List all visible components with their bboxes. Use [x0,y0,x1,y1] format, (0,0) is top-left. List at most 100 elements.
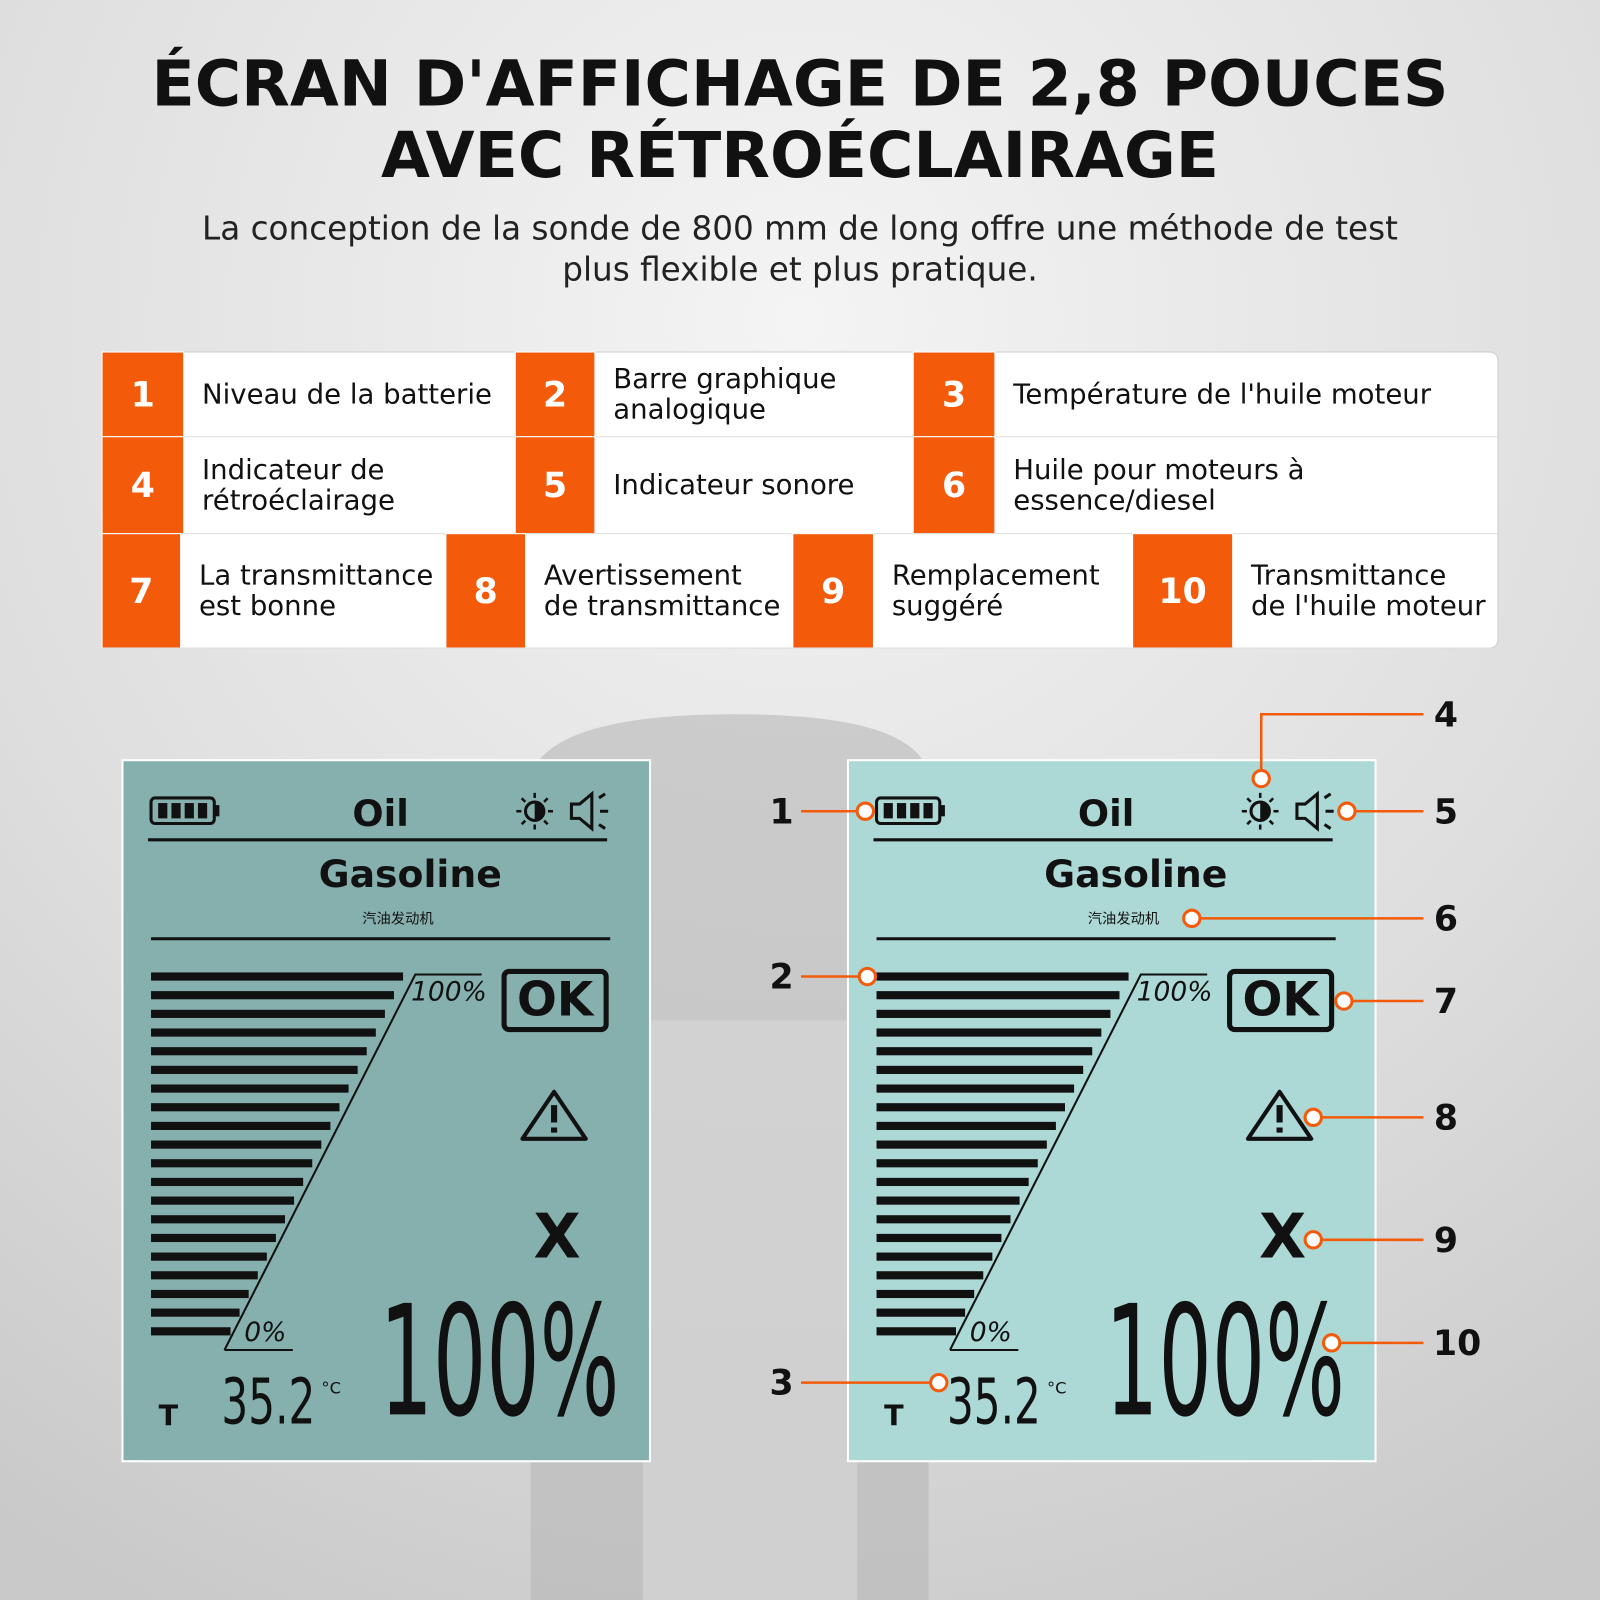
battery-cell [896,803,907,819]
legend-number-box [912,351,996,438]
callout-number: 1 [770,792,794,832]
legend-number-box [101,351,185,438]
graph-segment [151,1047,367,1056]
lcd-screen: Oil Gasoline 汽油发动机 100% 0% OK X T 35.2 °C 100% [121,759,652,1463]
legend-number-box [1132,533,1234,649]
legend-number-box [445,533,527,649]
temp-value: 35.2 [221,1365,315,1439]
callout-number: 10 [1433,1324,1481,1364]
device-screen [642,1020,858,1600]
graph-segment [876,1233,1002,1243]
callout-dot [857,966,878,987]
callout-dot [855,801,875,821]
legend-number-box [514,436,596,535]
battery-cell [923,803,933,819]
lcd-fuel: Gasoline [1044,852,1227,896]
callout-number: 3 [770,1364,794,1404]
legend-number: 10 [1159,572,1207,612]
graph-segment [151,1308,240,1317]
backlight-ray [1246,819,1252,826]
legend-number: 3 [942,375,966,415]
graph-segment [151,1028,376,1037]
legend-label: rétroéclairage [202,485,395,517]
reading: 100% [380,1273,620,1451]
graph-outline [223,973,482,1352]
temp-unit: °C [1047,1378,1067,1397]
battery-cell [197,803,208,819]
legend-label: Huile pour moteurs à [1013,454,1304,486]
callout-number: 2 [770,958,794,998]
battery-tip [214,805,220,817]
graph-segment [876,1103,1065,1112]
battery-cell [184,803,194,819]
status-box [1227,968,1335,1033]
legend-label: Niveau de la batterie [202,378,492,410]
subtitle-line: La conception de la sonde de 800 mm de l… [202,210,1398,248]
legend-label: Indicateur de [202,454,384,486]
graph-outline [949,973,1208,1352]
battery-tip [939,805,945,817]
legend-number: 6 [942,466,966,506]
graph-segment [876,991,1120,1000]
callout-line [1259,713,1424,771]
graph-segment [151,1065,358,1074]
callout-dot [1303,1230,1323,1250]
legend-number-box [101,533,182,649]
graph-segment [151,972,404,981]
graph-segment [876,1308,966,1317]
graph-segment [151,1233,276,1243]
graph-segment [151,1084,349,1093]
callout-number: 5 [1434,792,1458,832]
backlight-icon-half [534,802,544,821]
callout-number: 4 [1434,695,1458,735]
lcd-fuel-cn: 汽油发动机 [362,910,433,927]
graph-segment [876,1028,1102,1037]
graph-segment [876,1065,1084,1074]
graph-segment [876,1252,993,1261]
temp-value: 35.2 [947,1365,1041,1439]
legend-number: 8 [474,572,498,612]
reading: 100% [1105,1273,1345,1451]
battery-cell [883,803,893,819]
graph-min: 0% [244,1317,286,1348]
graph-segment [876,1327,957,1336]
graph-segment [876,1215,1011,1224]
lcd-fuel: Gasoline [319,852,502,896]
legend-number: 2 [543,375,567,415]
legend-label: de transmittance [544,590,781,622]
graph-segment [876,1084,1075,1093]
graph-segment [876,1271,984,1280]
legend-number: 7 [129,572,153,612]
backlight-ray [520,797,527,803]
graph-segment [876,1177,1029,1187]
graph-segment [876,1121,1056,1130]
graph-segment [151,1252,267,1261]
graph-segment [151,991,394,1000]
legend-label: suggéré [892,590,1003,622]
callout-dot [1321,1333,1342,1353]
legend-number: 1 [131,375,155,415]
legend-label: analogique [613,394,766,426]
graph-segment [151,1289,249,1299]
graph-segment [151,1327,231,1336]
graph-segment [151,1196,295,1205]
graph-segment [876,1047,1093,1056]
legend-number: 9 [821,572,845,612]
legend-label: La transmittance [199,560,433,592]
callout-dot [1182,908,1202,929]
speaker-waves [598,792,609,830]
backlight-ray [1268,797,1275,803]
graph-segment [876,972,1129,981]
legend-label: Remplacement [892,560,1100,592]
battery-cell [158,803,168,819]
battery-cell [910,803,920,819]
graph-segment [876,1196,1020,1205]
graph-max: 100% [1137,976,1213,1007]
callout-dot [1334,991,1354,1011]
graph-segment [151,1159,313,1168]
temp-label: T [159,1398,179,1432]
callout-number: 7 [1434,982,1458,1022]
callout-number: 9 [1434,1221,1458,1261]
